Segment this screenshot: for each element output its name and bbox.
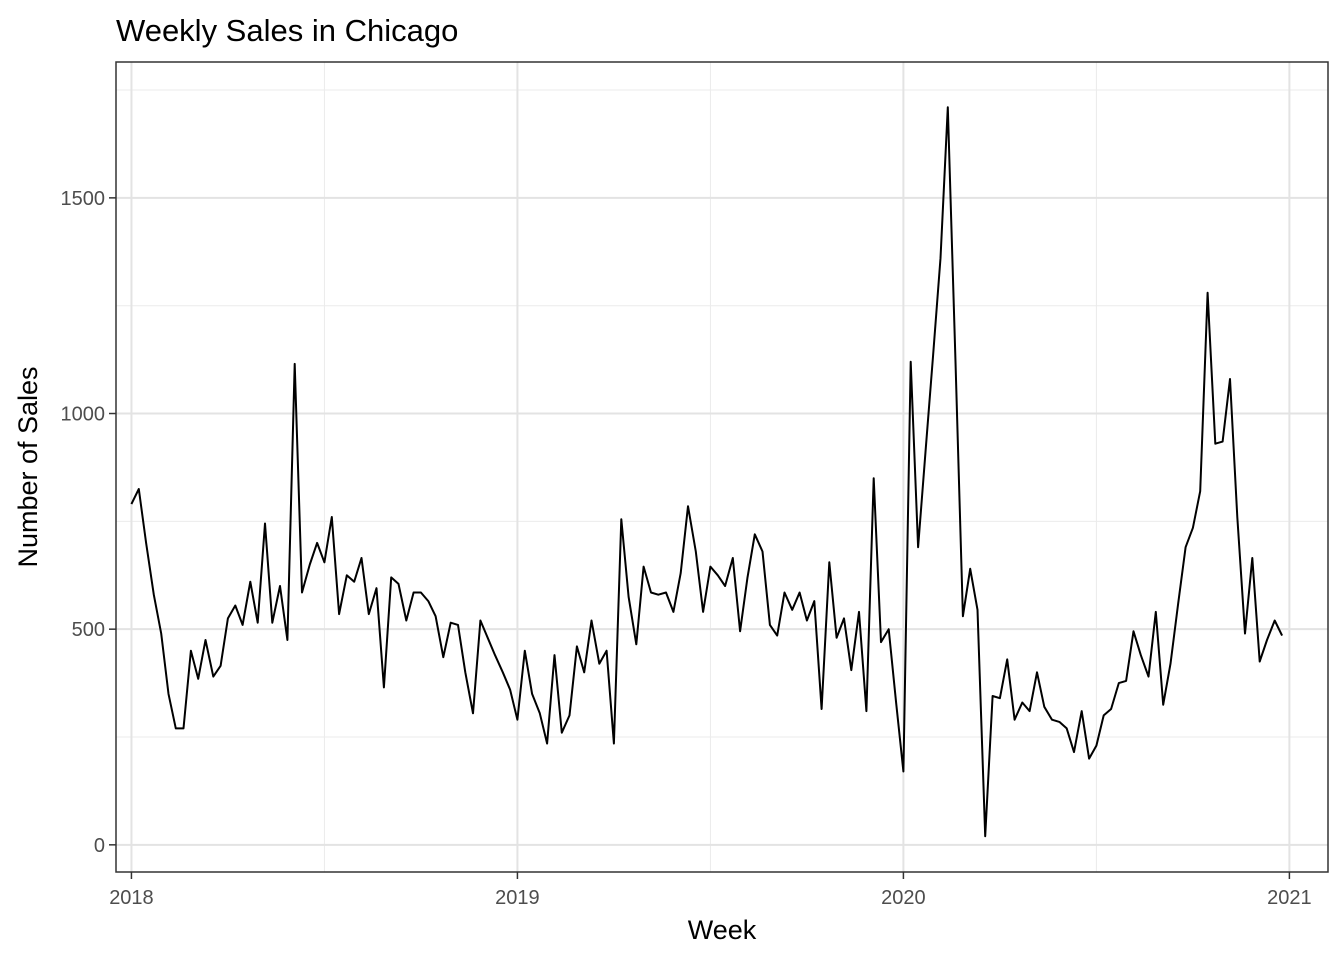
y-axis: 0 500 1000 1500 [61, 188, 116, 857]
chart-title: Weekly Sales in Chicago [116, 13, 458, 48]
y-tick-label: 1000 [61, 404, 106, 426]
y-axis-title: Number of Sales [13, 366, 43, 567]
y-tick-label: 0 [94, 835, 105, 857]
major-gridlines [116, 62, 1328, 872]
x-tick-label: 2020 [881, 887, 926, 909]
x-tick-label: 2021 [1267, 887, 1312, 909]
plot-border [115, 61, 1329, 873]
sales-line [130, 106, 1283, 838]
x-tick-label: 2018 [109, 887, 154, 909]
y-tick-label: 1500 [61, 188, 106, 210]
minor-gridlines [116, 62, 1328, 872]
y-tick-label: 500 [72, 619, 105, 641]
x-tick-label: 2019 [495, 887, 540, 909]
x-axis: 2018 2019 2020 2021 [109, 872, 1312, 909]
x-axis-title: Week [688, 915, 757, 945]
